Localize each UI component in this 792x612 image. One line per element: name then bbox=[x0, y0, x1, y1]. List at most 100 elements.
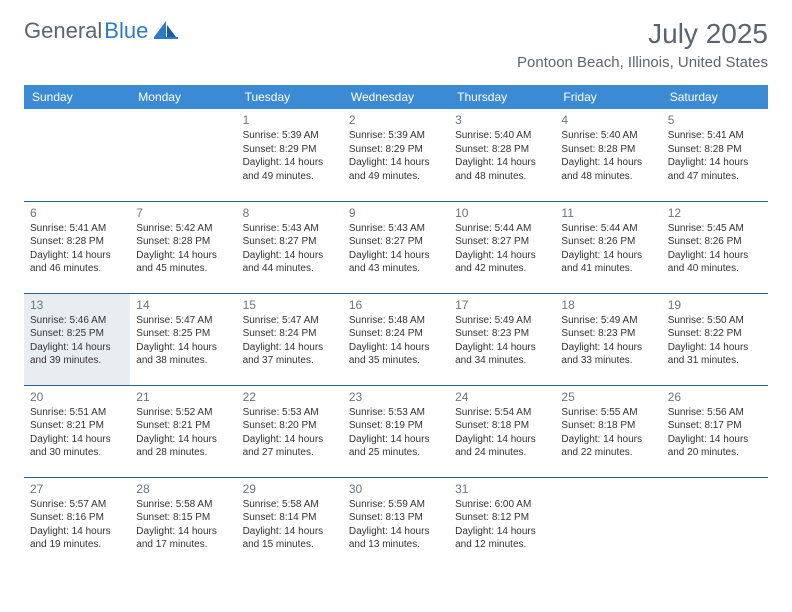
calendar-cell bbox=[555, 477, 661, 569]
day-number: 2 bbox=[349, 113, 443, 127]
calendar-cell: 2 Sunrise: 5:39 AMSunset: 8:29 PMDaylight… bbox=[343, 109, 449, 201]
calendar-cell: 14Sunrise: 5:47 AMSunset: 8:25 PMDayligh… bbox=[130, 293, 236, 385]
day-details: Sunrise: 5:57 AMSunset: 8:16 PMDaylight:… bbox=[30, 498, 124, 552]
day-details: Sunrise: 5:52 AMSunset: 8:21 PMDaylight:… bbox=[136, 406, 230, 460]
calendar-cell: 20Sunrise: 5:51 AMSunset: 8:21 PMDayligh… bbox=[24, 385, 130, 477]
day-number: 27 bbox=[30, 482, 124, 496]
day-number: 9 bbox=[349, 206, 443, 220]
calendar-cell: 19Sunrise: 5:50 AMSunset: 8:22 PMDayligh… bbox=[662, 293, 768, 385]
calendar-cell: 17 Sunrise: 5:49 AMSunset: 8:23 PMDayligh… bbox=[449, 293, 555, 385]
day-details: Sunrise: 5:49 AMSunset: 8:23 PMDaylight:… bbox=[455, 314, 549, 368]
day-number: 3 bbox=[455, 113, 549, 127]
day-details: Sunrise: 5:41 AMSunset: 8:28 PMDaylight:… bbox=[668, 129, 762, 183]
calendar-body: 1 Sunrise: 5:39 AMSunset: 8:29 PMDaylight… bbox=[24, 109, 768, 569]
calendar-cell: 23 Sunrise: 5:53 AMSunset: 8:19 PMDayligh… bbox=[343, 385, 449, 477]
day-details: Sunrise: 5:58 AMSunset: 8:14 PMDaylight:… bbox=[243, 498, 337, 552]
calendar-cell: 11 Sunrise: 5:44 AMSunset: 8:26 PMDayligh… bbox=[555, 201, 661, 293]
day-number: 23 bbox=[349, 390, 443, 404]
calendar-cell: 7Sunrise: 5:42 AMSunset: 8:28 PMDaylight… bbox=[130, 201, 236, 293]
day-header: Saturday bbox=[662, 85, 768, 109]
calendar-cell: 25Sunrise: 5:55 AMSunset: 8:18 PMDayligh… bbox=[555, 385, 661, 477]
day-details: Sunrise: 5:48 AMSunset: 8:24 PMDaylight:… bbox=[349, 314, 443, 368]
day-number: 12 bbox=[668, 206, 762, 220]
calendar-row: 13Sunrise: 5:46 AMSunset: 8:25 PMDayligh… bbox=[24, 293, 768, 385]
day-header: Tuesday bbox=[237, 85, 343, 109]
day-details: Sunrise: 5:45 AMSunset: 8:26 PMDaylight:… bbox=[668, 222, 762, 276]
logo: General Blue bbox=[24, 18, 180, 44]
day-number: 22 bbox=[243, 390, 337, 404]
calendar-row: 1 Sunrise: 5:39 AMSunset: 8:29 PMDaylight… bbox=[24, 109, 768, 201]
calendar-cell: 5 Sunrise: 5:41 AMSunset: 8:28 PMDaylight… bbox=[662, 109, 768, 201]
day-number: 6 bbox=[30, 206, 124, 220]
calendar-cell: 1 Sunrise: 5:39 AMSunset: 8:29 PMDaylight… bbox=[237, 109, 343, 201]
day-number: 24 bbox=[455, 390, 549, 404]
day-details: Sunrise: 5:58 AMSunset: 8:15 PMDaylight:… bbox=[136, 498, 230, 552]
calendar-cell: 30 Sunrise: 5:59 AMSunset: 8:13 PMDayligh… bbox=[343, 477, 449, 569]
calendar-row: 6 Sunrise: 5:41 AMSunset: 8:28 PMDaylight… bbox=[24, 201, 768, 293]
day-number: 4 bbox=[561, 113, 655, 127]
day-number: 8 bbox=[243, 206, 337, 220]
calendar-row: 27 Sunrise: 5:57 AMSunset: 8:16 PMDayligh… bbox=[24, 477, 768, 569]
day-number: 31 bbox=[455, 482, 549, 496]
day-number: 15 bbox=[243, 298, 337, 312]
day-details: Sunrise: 5:43 AMSunset: 8:27 PMDaylight:… bbox=[243, 222, 337, 276]
day-number: 18 bbox=[561, 298, 655, 312]
day-details: Sunrise: 5:40 AMSunset: 8:28 PMDaylight:… bbox=[455, 129, 549, 183]
calendar-cell: 12 Sunrise: 5:45 AMSunset: 8:26 PMDayligh… bbox=[662, 201, 768, 293]
calendar-cell: 18 Sunrise: 5:49 AMSunset: 8:23 PMDayligh… bbox=[555, 293, 661, 385]
day-number: 17 bbox=[455, 298, 549, 312]
calendar-table: SundayMondayTuesdayWednesdayThursdayFrid… bbox=[24, 85, 768, 569]
day-number: 30 bbox=[349, 482, 443, 496]
day-number: 13 bbox=[30, 298, 124, 312]
day-number: 19 bbox=[668, 298, 762, 312]
calendar-cell: 15 Sunrise: 5:47 AMSunset: 8:24 PMDayligh… bbox=[237, 293, 343, 385]
calendar-cell: 10 Sunrise: 5:44 AMSunset: 8:27 PMDayligh… bbox=[449, 201, 555, 293]
logo-text-general: General bbox=[24, 18, 102, 44]
calendar-row: 20Sunrise: 5:51 AMSunset: 8:21 PMDayligh… bbox=[24, 385, 768, 477]
day-details: Sunrise: 5:53 AMSunset: 8:20 PMDaylight:… bbox=[243, 406, 337, 460]
day-details: Sunrise: 5:44 AMSunset: 8:26 PMDaylight:… bbox=[561, 222, 655, 276]
logo-text-blue: Blue bbox=[104, 18, 148, 44]
location: Pontoon Beach, Illinois, United States bbox=[517, 54, 768, 71]
header: General Blue July 2025 Pontoon Beach, Il… bbox=[0, 0, 792, 77]
calendar-cell: 3 Sunrise: 5:40 AMSunset: 8:28 PMDaylight… bbox=[449, 109, 555, 201]
calendar-cell: 29 Sunrise: 5:58 AMSunset: 8:14 PMDayligh… bbox=[237, 477, 343, 569]
day-details: Sunrise: 5:56 AMSunset: 8:17 PMDaylight:… bbox=[668, 406, 762, 460]
calendar-cell: 9 Sunrise: 5:43 AMSunset: 8:27 PMDaylight… bbox=[343, 201, 449, 293]
day-details: Sunrise: 5:47 AMSunset: 8:24 PMDaylight:… bbox=[243, 314, 337, 368]
logo-sail-icon bbox=[154, 19, 180, 44]
calendar-cell: 6 Sunrise: 5:41 AMSunset: 8:28 PMDaylight… bbox=[24, 201, 130, 293]
day-number: 11 bbox=[561, 206, 655, 220]
day-details: Sunrise: 5:39 AMSunset: 8:29 PMDaylight:… bbox=[349, 129, 443, 183]
day-details: Sunrise: 5:39 AMSunset: 8:29 PMDaylight:… bbox=[243, 129, 337, 183]
month-title: July 2025 bbox=[517, 18, 768, 50]
day-header-row: SundayMondayTuesdayWednesdayThursdayFrid… bbox=[24, 85, 768, 109]
title-block: July 2025 Pontoon Beach, Illinois, Unite… bbox=[517, 18, 768, 71]
day-number: 21 bbox=[136, 390, 230, 404]
day-details: Sunrise: 5:47 AMSunset: 8:25 PMDaylight:… bbox=[136, 314, 230, 368]
calendar-cell: 8 Sunrise: 5:43 AMSunset: 8:27 PMDaylight… bbox=[237, 201, 343, 293]
day-details: Sunrise: 5:49 AMSunset: 8:23 PMDaylight:… bbox=[561, 314, 655, 368]
day-header: Thursday bbox=[449, 85, 555, 109]
calendar-cell bbox=[24, 109, 130, 201]
day-details: Sunrise: 5:53 AMSunset: 8:19 PMDaylight:… bbox=[349, 406, 443, 460]
day-number: 16 bbox=[349, 298, 443, 312]
day-details: Sunrise: 5:41 AMSunset: 8:28 PMDaylight:… bbox=[30, 222, 124, 276]
calendar-cell: 13Sunrise: 5:46 AMSunset: 8:25 PMDayligh… bbox=[24, 293, 130, 385]
calendar-cell: 26Sunrise: 5:56 AMSunset: 8:17 PMDayligh… bbox=[662, 385, 768, 477]
calendar-cell bbox=[130, 109, 236, 201]
day-details: Sunrise: 5:59 AMSunset: 8:13 PMDaylight:… bbox=[349, 498, 443, 552]
day-header: Monday bbox=[130, 85, 236, 109]
day-number: 29 bbox=[243, 482, 337, 496]
day-details: Sunrise: 5:54 AMSunset: 8:18 PMDaylight:… bbox=[455, 406, 549, 460]
day-details: Sunrise: 5:43 AMSunset: 8:27 PMDaylight:… bbox=[349, 222, 443, 276]
day-number: 5 bbox=[668, 113, 762, 127]
calendar-cell: 21 Sunrise: 5:52 AMSunset: 8:21 PMDayligh… bbox=[130, 385, 236, 477]
day-number: 1 bbox=[243, 113, 337, 127]
day-header: Sunday bbox=[24, 85, 130, 109]
day-number: 10 bbox=[455, 206, 549, 220]
day-header: Friday bbox=[555, 85, 661, 109]
day-details: Sunrise: 5:44 AMSunset: 8:27 PMDaylight:… bbox=[455, 222, 549, 276]
day-details: Sunrise: 5:51 AMSunset: 8:21 PMDaylight:… bbox=[30, 406, 124, 460]
calendar-cell: 27 Sunrise: 5:57 AMSunset: 8:16 PMDayligh… bbox=[24, 477, 130, 569]
